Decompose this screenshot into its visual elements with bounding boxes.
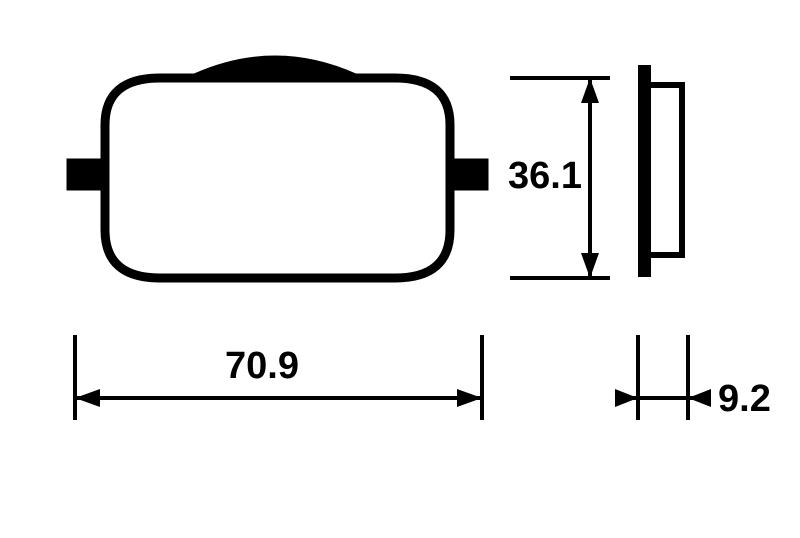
brake-pad-front-view	[70, 60, 485, 278]
brake-pad-diagram: 70.9 36.1 9.2	[0, 0, 800, 533]
height-label: 36.1	[508, 155, 582, 198]
brake-pad-side-view	[638, 65, 682, 277]
width-label: 70.9	[225, 345, 299, 388]
thickness-dimension	[615, 335, 711, 420]
technical-drawing-svg	[0, 0, 800, 533]
thickness-label: 9.2	[718, 378, 771, 421]
